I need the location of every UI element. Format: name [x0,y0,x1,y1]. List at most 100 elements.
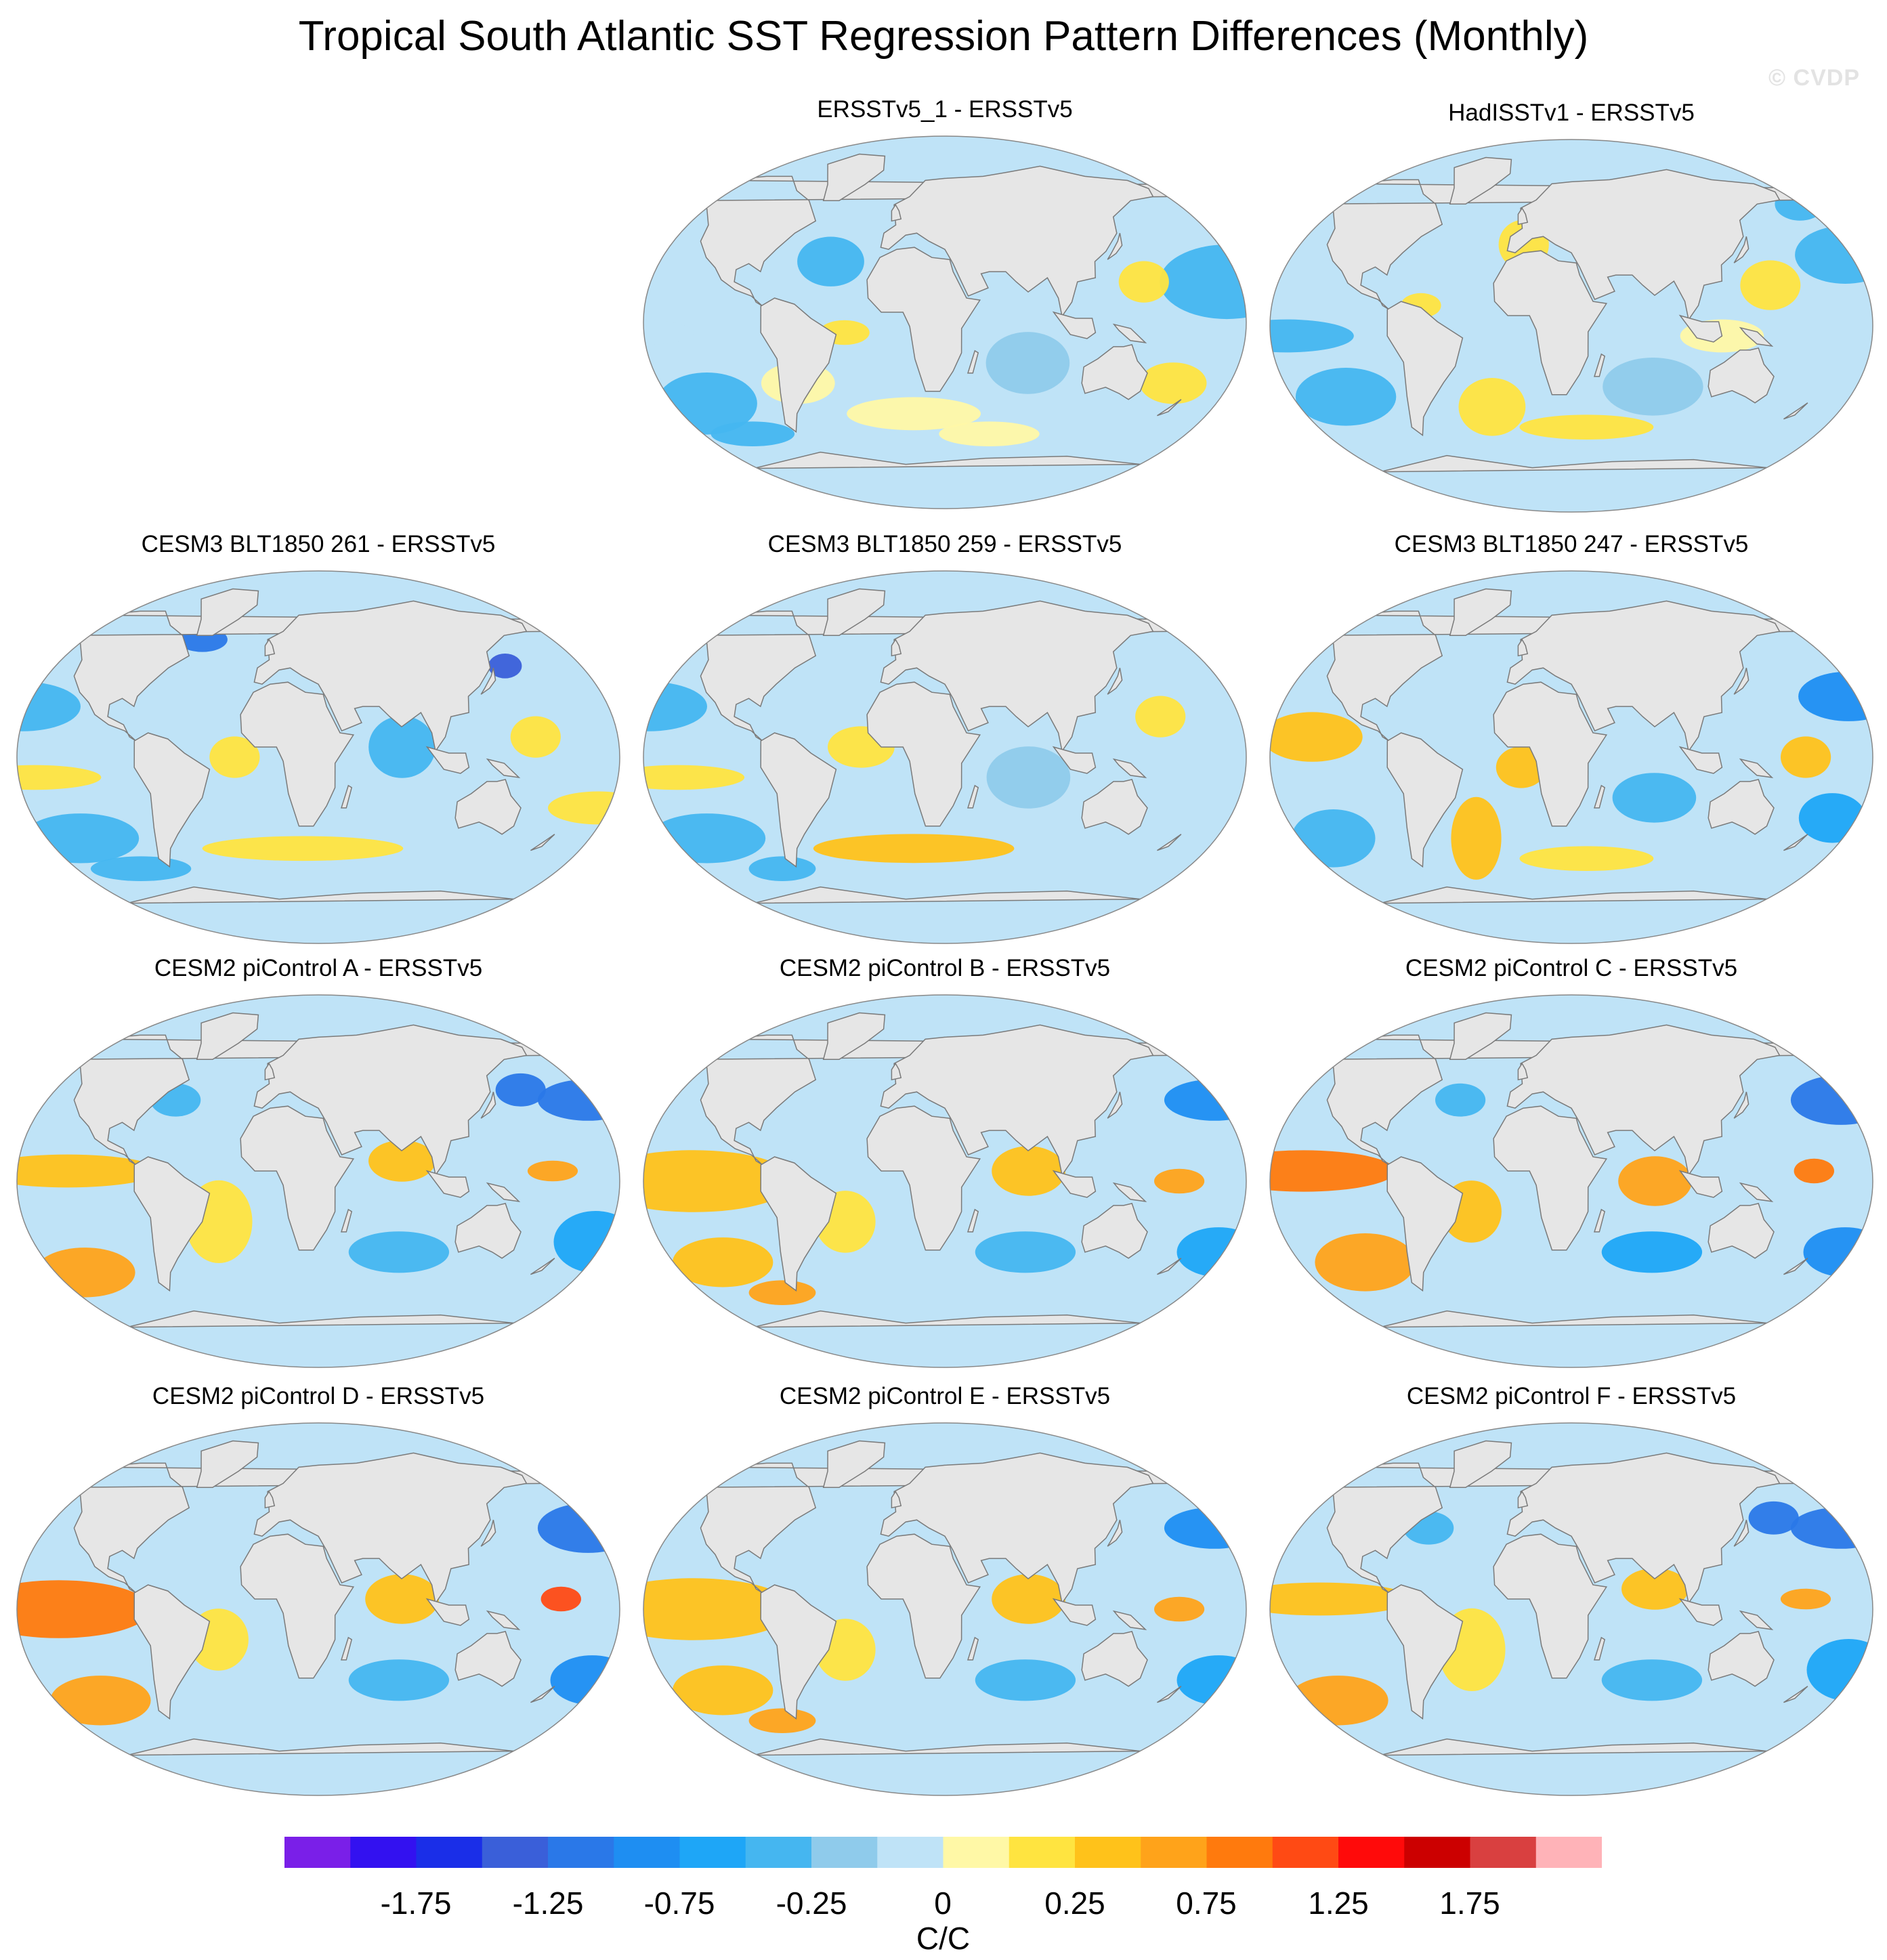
colorbar-box [350,1837,417,1868]
sst-anomaly-blob [1794,1158,1834,1184]
landmass-nz [1156,834,1182,851]
sst-anomaly-blob [1618,1156,1692,1206]
world-map [1269,994,1873,1368]
sst-anomaly-blob [1154,1596,1205,1622]
landmass-greenland [196,1440,259,1489]
sst-anomaly-blob [527,1160,578,1182]
sst-anomaly-blob [1160,244,1246,320]
colorbar-tick-label: -1.75 [380,1886,452,1921]
colorbar-box [614,1837,680,1868]
landmass-uk [891,203,902,222]
sst-anomaly-blob [986,746,1071,809]
landmass-africa [240,681,355,827]
sst-anomaly-blob [1740,260,1801,310]
sst-anomaly-blob [1288,1676,1388,1726]
landmass-eurasia [880,1024,1154,1176]
landmass-newGuinea [486,758,521,778]
sst-anomaly-blob [813,834,1015,864]
colorbar-box [482,1837,549,1868]
sst-anomaly-blob [1601,1659,1703,1701]
map-border [16,570,620,944]
landmass-northAmerica [61,1034,552,1166]
landmass-northAmerica [61,1462,552,1594]
map-border [1269,139,1873,513]
landmass-eurasia [1506,1024,1781,1176]
landmass-madagascar [340,784,353,809]
colorbar-tick-label: 1.25 [1308,1886,1369,1921]
colorbar-box [811,1837,878,1868]
colorbar-box [1206,1837,1273,1868]
colorbar-tick-label: 0 [934,1886,952,1921]
landmass-uk [891,1490,902,1509]
landmass-japan [1733,236,1750,263]
map-border [643,570,1247,944]
landmass-japan [1733,1520,1750,1547]
colorbar-tick-label: -0.25 [776,1886,847,1921]
landmass-madagascar [1593,353,1606,377]
map-border [1269,994,1873,1368]
landmass-greenland [1449,1440,1512,1489]
world-map [1269,1422,1873,1796]
landmass-northAmerica [687,1462,1179,1594]
world-map [16,1422,620,1796]
landmass-eurasia [880,165,1154,318]
landmass-nz [1783,1686,1808,1703]
landmass-madagascar [967,784,979,809]
sst-anomaly-blob [673,1665,773,1716]
landmass-uk [1517,207,1529,226]
landmass-greenland [822,588,886,637]
landmass-uk [264,1490,276,1509]
landmass-newGuinea [1739,1610,1774,1630]
sst-anomaly-blob [1154,1168,1205,1194]
landmass-nz [1783,402,1808,420]
sst-anomaly-blob [1748,1501,1799,1535]
landmass-indonesia [425,1598,470,1626]
map-panel-cesm2-d: CESM2 piControl D - ERSSTv5 [7,1382,630,1856]
landmass-eurasia [253,600,528,752]
landmass-uk [1517,1062,1529,1081]
panel-title: ERSSTv5_1 - ERSSTv5 [817,96,1073,123]
map-panel-cesm2-f: CESM2 piControl F - ERSSTv5 [1260,1382,1883,1856]
panel-title: CESM3 BLT1850 247 - ERSSTv5 [1394,531,1749,557]
world-map [1269,139,1873,513]
landmass-australia [1081,1203,1148,1259]
landmass-japan [1107,668,1123,695]
landmass-australia [1081,344,1148,400]
sst-anomaly-blob [673,1237,773,1287]
panel-title: HadISSTv1 - ERSSTv5 [1448,100,1695,126]
sst-anomaly-blob [1295,368,1397,426]
sst-anomaly-blob [992,1146,1065,1196]
landmass-africa [866,681,981,827]
landmass-newGuinea [1739,1182,1774,1202]
landmass-greenland [1449,1012,1512,1061]
landmass-africa [866,1533,981,1679]
figure-title: Tropical South Atlantic SST Regression P… [298,13,1589,60]
panel-title: CESM3 BLT1850 259 - ERSSTv5 [767,531,1122,557]
landmass-uk [891,638,902,657]
sst-anomaly-blob [90,856,192,881]
sst-anomaly-blob [648,813,766,864]
landmass-greenland [822,1012,886,1061]
landmass-madagascar [340,1208,353,1233]
landmass-madagascar [340,1636,353,1661]
landmass-australia [454,1203,522,1259]
colorbar-box [745,1837,812,1868]
map-panel-erssv5-1: ERSSTv5_1 - ERSSTv5 [633,95,1256,569]
landmass-nz [1783,834,1808,851]
world-map [643,135,1247,509]
sst-anomaly-blob [1519,846,1654,871]
landmass-newGuinea [1739,758,1774,778]
sst-anomaly-blob [17,765,102,790]
landmass-madagascar [967,1636,979,1661]
landmass-southAmerica [1386,732,1464,868]
world-map [643,1422,1247,1796]
landmass-japan [480,1092,496,1119]
sst-anomaly-blob [365,1574,439,1624]
landmass-northAmerica [687,610,1179,742]
landmass-eurasia [253,1024,528,1176]
sst-anomaly-blob [1435,1083,1486,1117]
sst-anomaly-blob [748,1280,816,1305]
map-panel-hadisst: HadISSTv1 - ERSSTv5 [1260,98,1883,572]
landmass-indonesia [1678,746,1723,774]
map-border [16,994,620,1368]
